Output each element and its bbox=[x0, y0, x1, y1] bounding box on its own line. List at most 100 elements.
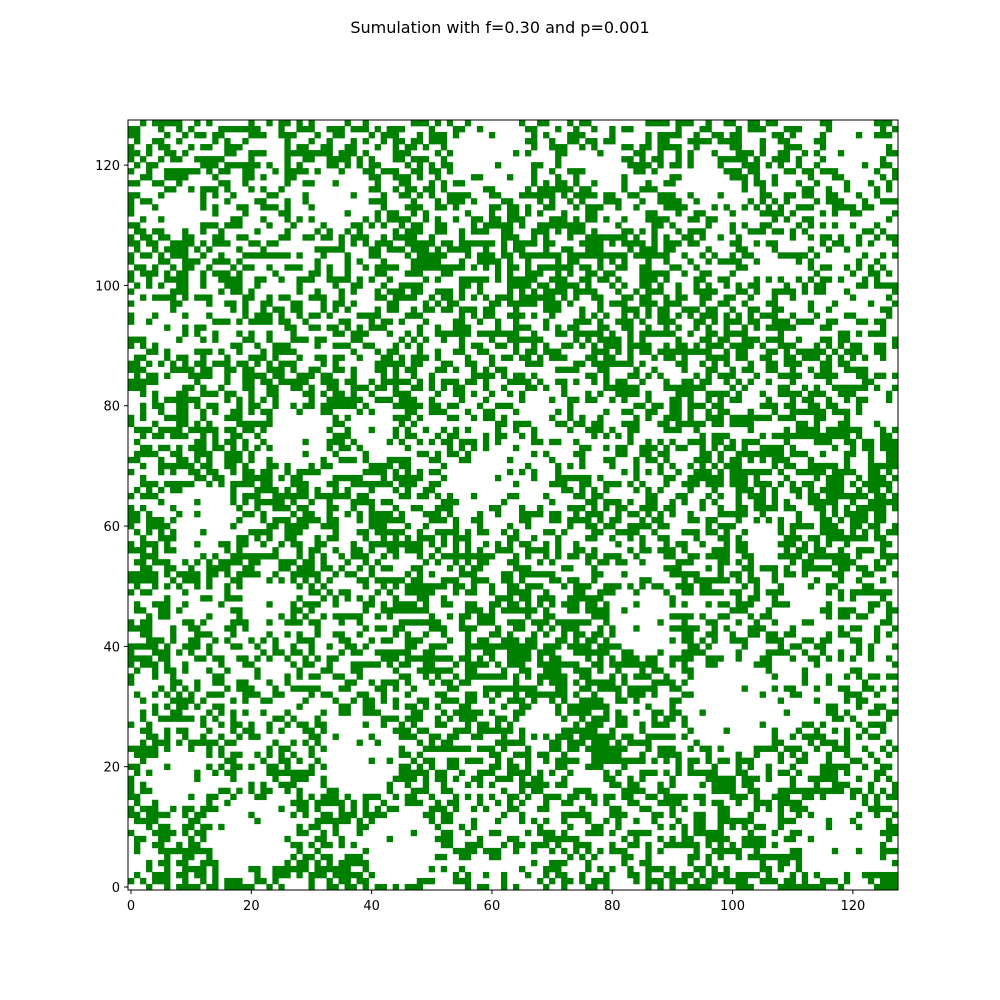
tree-cell bbox=[338, 396, 345, 404]
tree-cell bbox=[230, 631, 237, 638]
tree-cell bbox=[362, 847, 369, 855]
tree-cell bbox=[296, 859, 303, 867]
tree-cell bbox=[500, 643, 508, 650]
tree-cell bbox=[332, 631, 339, 638]
tree-cell bbox=[410, 829, 418, 837]
tree-cell bbox=[813, 414, 821, 422]
tree-cell bbox=[200, 811, 207, 819]
tree-cell bbox=[801, 354, 809, 361]
tree-cell bbox=[446, 444, 454, 452]
tree-cell bbox=[194, 679, 201, 686]
tree-cell bbox=[735, 793, 742, 801]
tree-cell bbox=[338, 366, 345, 373]
tree-cell bbox=[621, 715, 628, 722]
tree-cell bbox=[639, 342, 646, 349]
tree-cell bbox=[314, 601, 321, 608]
tree-cell bbox=[332, 480, 339, 488]
tree-cell bbox=[230, 709, 237, 716]
tree-cell bbox=[873, 733, 881, 740]
tree-cell bbox=[885, 390, 893, 398]
tree-cell bbox=[458, 336, 466, 343]
tree-cell bbox=[458, 655, 466, 662]
tree-cell bbox=[344, 318, 351, 325]
tree-cell bbox=[212, 877, 219, 885]
tree-cell bbox=[855, 823, 863, 831]
tree-cell bbox=[705, 829, 712, 837]
tree-cell bbox=[813, 577, 821, 584]
tree-cell bbox=[164, 655, 171, 662]
tree-cell bbox=[320, 721, 327, 728]
tree-cell bbox=[525, 511, 532, 518]
tree-cell bbox=[561, 637, 568, 644]
tree-cell bbox=[128, 781, 135, 789]
tree-cell bbox=[212, 390, 219, 398]
tree-cell bbox=[639, 739, 646, 746]
tree-cell bbox=[525, 793, 532, 801]
tree-cell bbox=[494, 751, 502, 758]
tree-cell bbox=[338, 553, 345, 560]
tree-cell bbox=[506, 330, 514, 337]
tree-cell bbox=[531, 468, 538, 476]
tree-cell bbox=[813, 438, 821, 446]
tree-cell bbox=[585, 883, 592, 891]
tree-cell bbox=[410, 619, 418, 626]
tree-cell bbox=[326, 655, 333, 662]
tree-cell bbox=[134, 583, 141, 590]
tree-cell bbox=[410, 685, 418, 692]
tree-cell bbox=[591, 751, 598, 758]
tree-cell bbox=[374, 348, 381, 355]
tree-cell bbox=[657, 883, 664, 891]
tree-cell bbox=[188, 865, 195, 873]
tree-cell bbox=[176, 456, 183, 464]
tree-cell bbox=[885, 541, 893, 548]
tree-cell bbox=[867, 643, 875, 650]
tree-cell bbox=[482, 619, 490, 626]
tree-cell bbox=[639, 727, 646, 734]
tree-cell bbox=[633, 420, 640, 428]
tree-cell bbox=[368, 511, 375, 518]
tree-cell bbox=[705, 492, 712, 500]
tree-cell bbox=[837, 360, 845, 367]
tree-cell bbox=[699, 781, 706, 789]
tree-cell bbox=[681, 571, 688, 578]
tree-cell bbox=[513, 444, 520, 452]
tree-cell bbox=[639, 859, 646, 867]
tree-cell bbox=[597, 613, 604, 620]
tree-cell bbox=[561, 354, 568, 361]
tree-cell bbox=[759, 877, 766, 885]
tree-cell bbox=[633, 366, 640, 373]
tree-cell bbox=[639, 444, 646, 452]
tree-cell bbox=[789, 480, 797, 488]
tree-cell bbox=[218, 751, 225, 758]
tree-cell bbox=[525, 420, 532, 428]
tree-cell bbox=[188, 577, 195, 584]
tree-cell bbox=[128, 360, 135, 367]
tree-cell bbox=[344, 474, 351, 482]
tree-cell bbox=[278, 805, 285, 813]
tree-cell bbox=[446, 450, 454, 458]
tree-cell bbox=[831, 727, 839, 734]
tree-cell bbox=[380, 583, 387, 590]
tree-cell bbox=[386, 348, 393, 355]
tree-cell bbox=[410, 480, 418, 488]
tree-cell bbox=[314, 354, 321, 361]
tree-cell bbox=[543, 673, 550, 680]
tree-cell bbox=[410, 799, 418, 807]
tree-cell bbox=[813, 426, 821, 434]
tree-cell bbox=[561, 691, 568, 698]
tree-cell bbox=[591, 595, 598, 602]
tree-cell bbox=[843, 360, 851, 367]
tree-cell bbox=[861, 378, 869, 385]
tree-cell bbox=[158, 408, 165, 416]
tree-cell bbox=[302, 655, 309, 662]
tree-cell bbox=[452, 673, 460, 680]
tree-cell bbox=[765, 505, 772, 512]
tree-cell bbox=[314, 865, 321, 873]
tree-cell bbox=[338, 613, 345, 620]
tree-cell bbox=[206, 577, 213, 584]
tree-cell bbox=[573, 619, 580, 626]
tree-cell bbox=[729, 480, 736, 488]
tree-cell bbox=[146, 787, 153, 795]
tree-cell bbox=[675, 571, 682, 578]
tree-cell bbox=[434, 468, 442, 476]
